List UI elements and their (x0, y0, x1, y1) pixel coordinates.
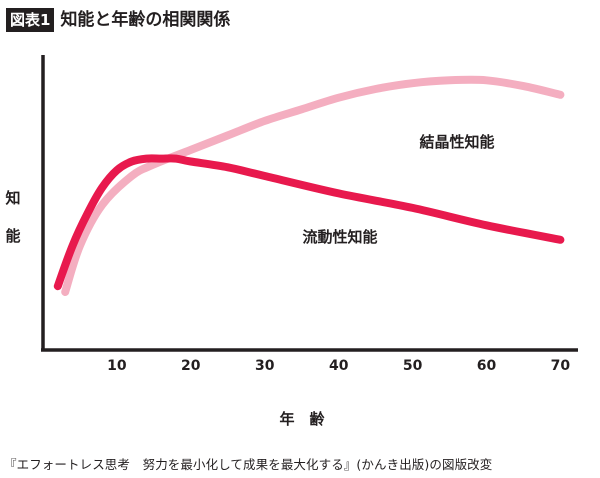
series-label-fluid: 流動性知能 (302, 228, 377, 246)
y-axis-label-char: 能 (5, 227, 20, 245)
figure-header: 図表1 知能と年齢の相関関係 (6, 7, 230, 33)
series-layer (53, 75, 565, 296)
source-caption: 『エフォートレス思考 努力を最小化して成果を最大化する』(かんき出版)の図版改変 (4, 457, 493, 472)
series-label-crystallized: 結晶性知能 (419, 133, 494, 151)
y-axis-label-char: 知 (5, 189, 20, 207)
x-tick-labels: 10 20 30 40 50 60 70 (107, 358, 570, 374)
series-line-fluid (53, 154, 565, 291)
x-tick-label: 60 (477, 358, 497, 374)
x-tick-label: 30 (255, 358, 275, 374)
series-line-crystallized (61, 75, 565, 296)
x-tick-label: 40 (329, 358, 349, 374)
x-tick-label: 70 (551, 358, 571, 374)
x-tick-label: 10 (107, 358, 127, 374)
figure-badge: 図表1 (6, 8, 55, 32)
x-tick-label: 50 (403, 358, 423, 374)
x-tick-label: 20 (181, 358, 201, 374)
x-axis-label: 年 齢 (279, 410, 325, 428)
figure-title: 知能と年齢の相関関係 (60, 10, 231, 30)
